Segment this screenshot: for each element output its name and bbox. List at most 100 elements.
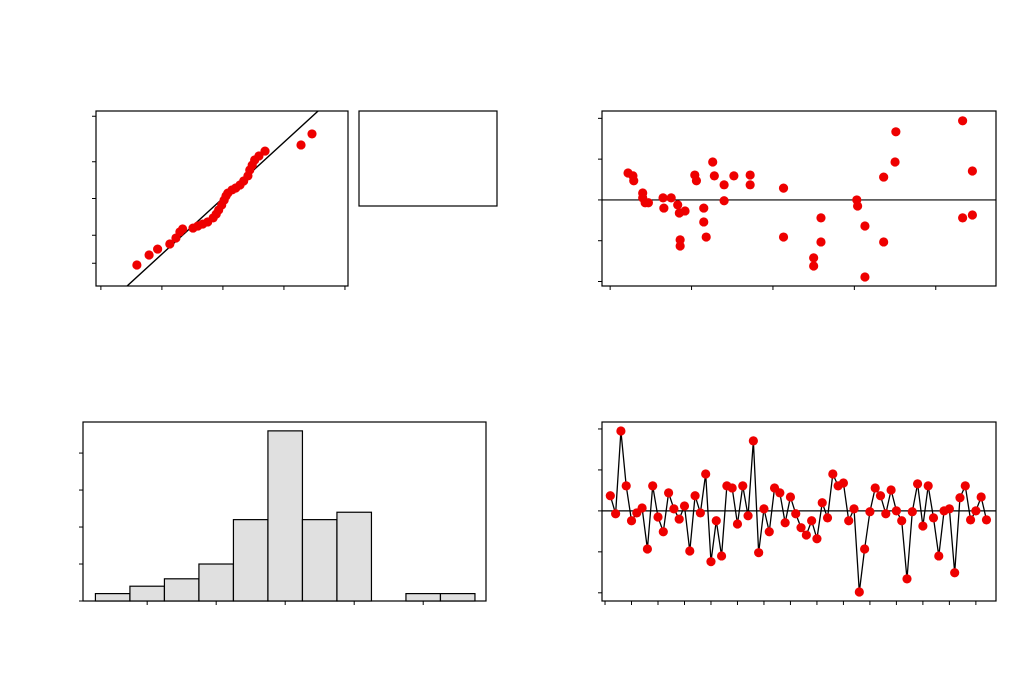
data-point: [711, 516, 721, 526]
data-point: [960, 481, 970, 491]
data-point: [663, 488, 674, 498]
data-point: [732, 519, 743, 529]
data-point: [958, 116, 968, 126]
data-point: [785, 492, 796, 502]
data-point: [673, 200, 683, 210]
data-point: [791, 509, 801, 519]
data-point: [860, 221, 870, 231]
data-point: [967, 210, 977, 220]
data-point: [307, 129, 317, 139]
data-point: [809, 253, 819, 263]
data-point: [849, 504, 859, 514]
data-point: [934, 551, 944, 561]
data-point: [860, 272, 870, 282]
histogram-bar: [198, 563, 235, 602]
data-point: [611, 509, 621, 519]
data-point: [709, 171, 719, 181]
histogram-bar: [301, 519, 338, 602]
data-point: [745, 170, 755, 180]
data-point: [643, 198, 654, 208]
data-point: [729, 171, 739, 181]
data-point: [778, 183, 789, 193]
data-point: [967, 166, 977, 176]
data-point: [132, 260, 142, 270]
chart-panel: [92, 110, 349, 290]
data-point: [886, 485, 896, 495]
histogram-bar: [129, 585, 166, 602]
data-point: [691, 176, 702, 186]
data-point: [144, 250, 154, 260]
data-point: [923, 481, 933, 491]
data-point: [719, 196, 729, 206]
data-point: [690, 491, 700, 501]
histogram-bar: [405, 593, 442, 602]
data-point: [879, 172, 889, 182]
histogram-bar: [232, 519, 269, 602]
data-point: [853, 201, 863, 211]
data-point: [879, 237, 889, 247]
data-point: [854, 587, 864, 597]
data-point: [675, 241, 685, 251]
data-point: [976, 492, 986, 502]
data-point: [838, 478, 849, 488]
data-point: [971, 506, 981, 516]
data-point: [658, 193, 668, 203]
data-point: [695, 508, 705, 518]
data-point: [708, 157, 718, 167]
data-point: [891, 127, 901, 137]
data-point: [629, 176, 639, 186]
data-point: [865, 507, 875, 517]
histogram-bar: [163, 578, 200, 602]
histogram-bar: [267, 430, 304, 602]
data-point: [950, 568, 960, 578]
data-point: [860, 544, 870, 554]
data-point: [816, 237, 826, 247]
data-point: [775, 488, 785, 498]
data-point: [828, 469, 838, 479]
data-point: [928, 513, 939, 523]
data-point: [621, 481, 631, 491]
data-point: [727, 483, 737, 493]
data-point: [809, 261, 819, 271]
data-point: [764, 527, 774, 537]
data-point: [844, 516, 854, 526]
data-point: [719, 180, 729, 190]
data-point: [153, 244, 163, 254]
data-point: [648, 481, 658, 491]
data-point: [754, 548, 764, 558]
data-point: [807, 516, 817, 526]
data-point: [626, 516, 637, 526]
data-point: [875, 491, 886, 501]
data-point: [891, 506, 902, 516]
data-point: [659, 203, 669, 213]
data-point: [897, 516, 907, 526]
data-point: [701, 232, 711, 242]
data-point: [679, 501, 690, 511]
data-point: [658, 527, 668, 537]
histogram-bar: [336, 511, 373, 602]
data-point: [816, 213, 826, 223]
data-point: [685, 546, 695, 556]
data-point: [778, 232, 789, 242]
data-point: [669, 504, 679, 514]
data-point: [902, 574, 912, 584]
data-point: [958, 213, 968, 223]
data-point: [748, 436, 758, 446]
data-point: [605, 491, 615, 501]
data-point: [738, 481, 748, 491]
data-point: [616, 426, 626, 436]
data-point: [637, 503, 647, 513]
legend-box: [358, 110, 498, 207]
chart-panel: [79, 421, 487, 605]
histogram-bar: [439, 593, 476, 602]
data-point: [822, 513, 833, 523]
data-point: [817, 498, 827, 508]
data-point: [955, 493, 965, 503]
chart-panel: [598, 110, 997, 290]
data-point: [907, 507, 917, 517]
data-point: [701, 469, 711, 479]
data-point: [759, 504, 769, 514]
data-point: [716, 551, 727, 561]
data-point: [165, 239, 175, 249]
